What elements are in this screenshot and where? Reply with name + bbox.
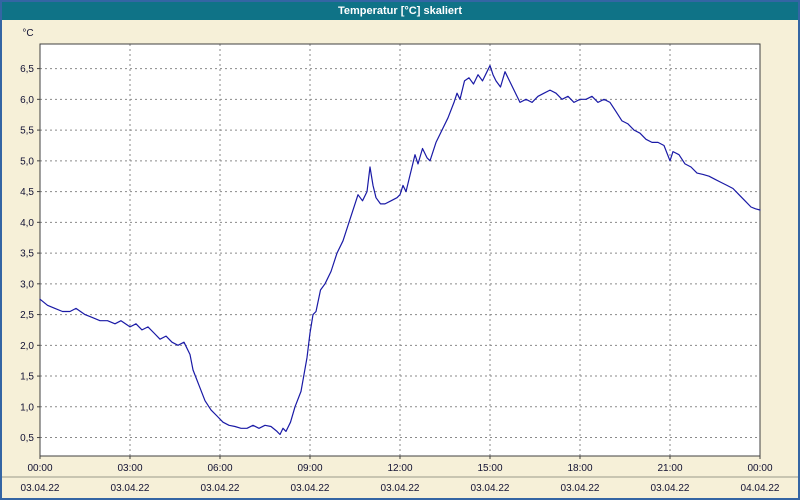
x-tick-time-label: 06:00 [207, 463, 232, 474]
x-tick-time-label: 15:00 [477, 463, 502, 474]
x-tick-time-label: 09:00 [297, 463, 322, 474]
x-tick-time-label: 12:00 [387, 463, 412, 474]
x-tick-time-label: 00:00 [27, 463, 52, 474]
x-tick-time-label: 18:00 [567, 463, 592, 474]
y-tick-label: 4,5 [20, 187, 34, 198]
x-tick-time-label: 03:00 [117, 463, 142, 474]
y-axis-unit-label: °C [22, 28, 33, 39]
temperature-line-chart: 6,5 6,0 5,5 5,0 4,5 4,0 3,5 3,0 2,5 2,0 1,5 1,0 0,5 °… [2, 28, 798, 494]
plot-border [39, 43, 761, 457]
y-tick-label: 6,5 [20, 64, 34, 75]
y-tick-label: 3,5 [20, 249, 34, 260]
y-tick-label: 2,5 [20, 310, 34, 321]
y-tick-label: 1,5 [20, 372, 34, 383]
y-tick-label: 5,0 [20, 156, 34, 167]
temperature-series-line [39, 64, 761, 436]
y-tick-label: 1,0 [20, 402, 34, 413]
x-tick-date-label: 03.04.22 [651, 483, 690, 494]
x-tick-date-label: 03.04.22 [381, 483, 420, 494]
x-tick-date-label: 03.04.22 [471, 483, 510, 494]
x-tick-time-label: 00:00 [747, 463, 772, 474]
x-tick-date-label: 03.04.22 [561, 483, 600, 494]
y-tick-label: 5,5 [20, 126, 34, 137]
y-tick-label: 6,0 [20, 95, 34, 106]
y-tick-label: 4,0 [20, 218, 34, 229]
x-tick-date-label: 03.04.22 [291, 483, 330, 494]
x-tick-date-label: 03.04.22 [21, 483, 60, 494]
chart-area: 6,5 6,0 5,5 5,0 4,5 4,0 3,5 3,0 2,5 2,0 1,5 1,0 0,5 °… [2, 20, 798, 498]
y-tick-label: 0,5 [20, 433, 34, 444]
window-title: Temperatur [°C] skaliert [337, 5, 462, 17]
x-tick-date-label: 03.04.22 [111, 483, 150, 494]
y-tick-label: 2,0 [20, 341, 34, 352]
x-tick-date-label: 03.04.22 [201, 483, 240, 494]
y-tick-label: 3,0 [20, 279, 34, 290]
x-tick-date-label: 04.04.22 [741, 483, 780, 494]
x-tick-time-label: 21:00 [657, 463, 682, 474]
window-title-bar[interactable]: Temperatur [°C] skaliert [2, 2, 798, 20]
